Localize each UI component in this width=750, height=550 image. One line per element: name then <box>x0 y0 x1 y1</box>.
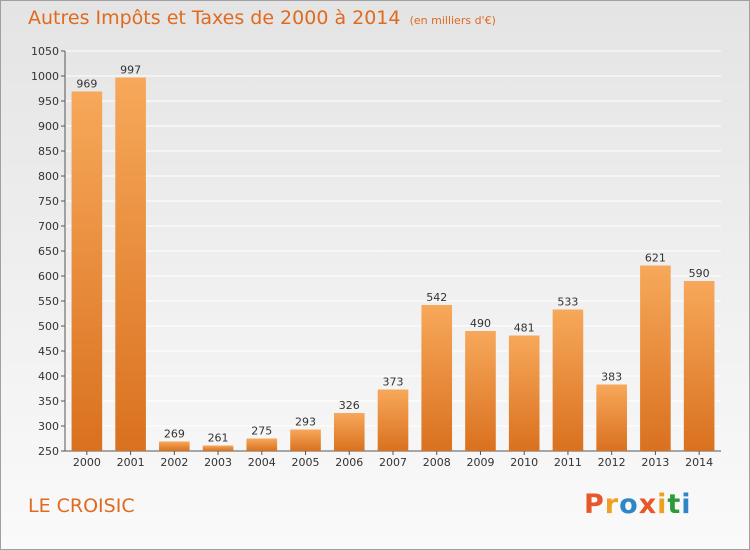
bar-value-label: 542 <box>426 291 447 304</box>
bar-value-label: 269 <box>164 428 185 441</box>
bar-value-label: 275 <box>251 425 272 438</box>
y-tick-label: 800 <box>38 170 59 183</box>
proxiti-logo: Proxiti <box>584 489 692 520</box>
bar <box>115 77 146 451</box>
x-tick-label: 2003 <box>204 456 232 469</box>
bar <box>552 309 584 451</box>
x-tick-label: 2000 <box>73 456 101 469</box>
x-tick-label: 2006 <box>335 456 363 469</box>
logo-letter: P <box>584 489 605 520</box>
bar-value-label: 261 <box>208 432 229 445</box>
logo-letter: t <box>667 489 682 520</box>
bar <box>640 265 671 451</box>
y-tick-label: 1000 <box>31 70 59 83</box>
bar <box>71 91 103 451</box>
bar-value-label: 293 <box>295 416 316 429</box>
bar <box>683 281 715 451</box>
x-tick-label: 2008 <box>423 456 451 469</box>
x-tick-label: 2014 <box>685 456 713 469</box>
chart-title-block: Autres Impôts et Taxes de 2000 à 2014 (e… <box>28 7 496 29</box>
x-tick-label: 2001 <box>117 456 145 469</box>
x-tick-label: 2013 <box>641 456 669 469</box>
y-tick-label: 500 <box>38 320 59 333</box>
y-tick-label: 550 <box>38 295 59 308</box>
x-tick-label: 2012 <box>598 456 626 469</box>
bar-value-label: 373 <box>383 376 404 389</box>
commune-name: LE CROISIC <box>28 495 135 517</box>
bar <box>421 305 453 451</box>
y-tick-label: 600 <box>38 270 59 283</box>
logo-letter: i <box>681 489 692 520</box>
bar-value-label: 590 <box>689 267 710 280</box>
x-tick-label: 2004 <box>248 456 276 469</box>
bar-value-label: 969 <box>76 78 97 91</box>
y-tick-label: 700 <box>38 220 59 233</box>
gridlines <box>65 50 721 427</box>
bar <box>202 445 234 451</box>
chart-title: Autres Impôts et Taxes de 2000 à 2014 <box>28 7 401 29</box>
bars <box>71 77 715 451</box>
x-tick-label: 2009 <box>466 456 494 469</box>
y-tick-label: 300 <box>38 420 59 433</box>
bar <box>377 389 409 451</box>
bar-value-label: 326 <box>339 399 360 412</box>
y-tick-label: 1050 <box>31 45 59 58</box>
bar-value-label: 490 <box>470 317 491 330</box>
bar <box>508 335 540 451</box>
x-tick-label: 2010 <box>510 456 538 469</box>
bar <box>596 384 627 451</box>
y-tick-label: 750 <box>38 195 59 208</box>
y-tick-label: 400 <box>38 370 59 383</box>
bar-value-label: 533 <box>557 296 578 309</box>
x-tick-label: 2007 <box>379 456 407 469</box>
bar <box>159 441 190 451</box>
y-tick-label: 650 <box>38 245 59 258</box>
logo-letter: r <box>604 489 620 520</box>
bar-value-label: 481 <box>514 322 535 335</box>
bar-value-label: 383 <box>601 371 622 384</box>
bar-value-label: 997 <box>120 64 141 77</box>
y-tick-label: 250 <box>38 445 59 458</box>
bar-value-label: 621 <box>645 252 666 265</box>
logo-letter: x <box>638 489 658 520</box>
x-tick-label: 2002 <box>160 456 188 469</box>
x-tick-label: 2005 <box>292 456 320 469</box>
y-tick-label: 950 <box>38 95 59 108</box>
bar <box>246 438 278 451</box>
logo-letter: i <box>657 489 668 520</box>
logo-letter: o <box>619 489 639 520</box>
y-tick-label: 450 <box>38 345 59 358</box>
y-tick-label: 850 <box>38 145 59 158</box>
y-tick-label: 900 <box>38 120 59 133</box>
bar <box>333 413 365 451</box>
bar <box>465 331 496 451</box>
y-tick-label: 350 <box>38 395 59 408</box>
bar <box>290 429 321 451</box>
chart-unit: (en milliers d'€) <box>409 14 496 27</box>
x-tick-label: 2011 <box>554 456 582 469</box>
labels: 250 300 350 400 450 500 550 600 650 700 750 800 850 9… <box>31 45 713 469</box>
